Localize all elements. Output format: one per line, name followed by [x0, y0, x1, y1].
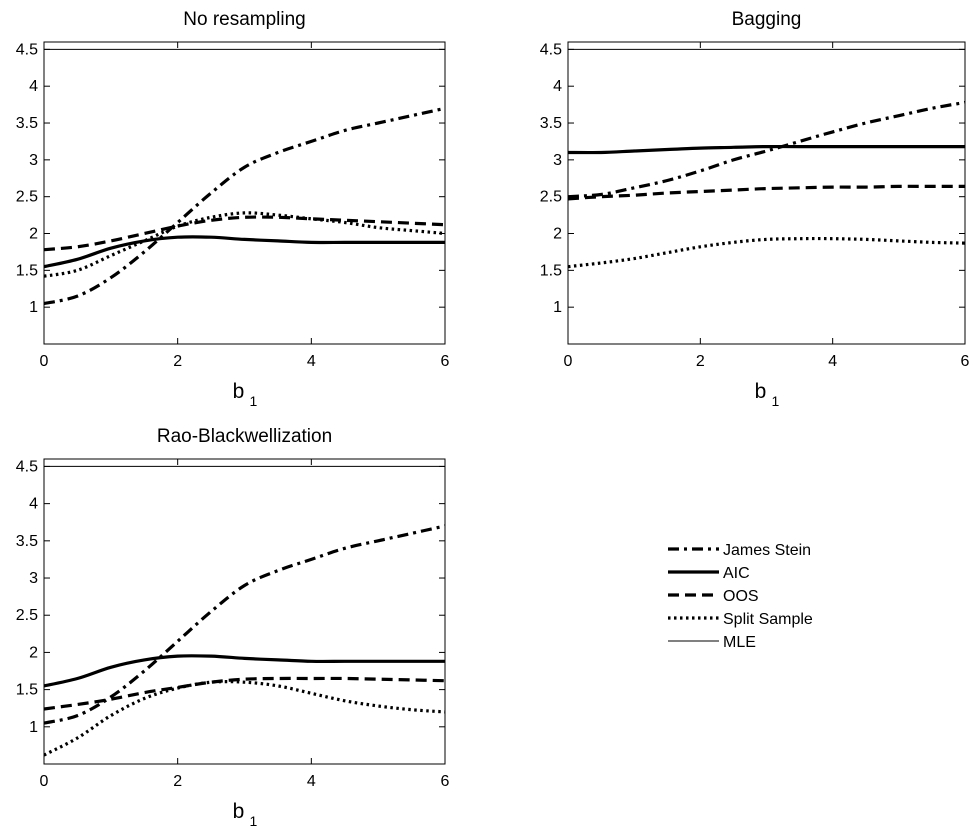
- x-axis-label: b: [233, 800, 245, 823]
- y-tick-label: 4: [29, 78, 38, 95]
- series-line-james-stein: [44, 106, 445, 306]
- series-line-split-sample: [44, 680, 445, 757]
- legend-label: MLE: [723, 634, 756, 651]
- x-tick-label: 0: [40, 773, 49, 790]
- x-tick-label: 2: [173, 353, 182, 370]
- series-line-aic: [568, 144, 965, 155]
- plot-frame: [43, 41, 446, 345]
- legend-label: AIC: [723, 565, 750, 582]
- x-axis-label: b: [755, 380, 767, 403]
- series-line-split-sample: [568, 236, 965, 269]
- x-axis-label: b: [233, 380, 245, 403]
- x-axis-label-subscript: 1: [250, 393, 258, 409]
- y-tick-label: 1.5: [16, 682, 38, 699]
- x-tick-label: 4: [828, 353, 837, 370]
- y-tick-label: 2.5: [16, 607, 38, 624]
- legend-item-split-sample: Split Sample: [668, 611, 813, 628]
- series-line-aic: [44, 654, 445, 688]
- legend-label: Split Sample: [723, 611, 813, 628]
- y-tick-label: 1: [553, 299, 562, 316]
- x-tick-label: 0: [564, 353, 573, 370]
- y-tick-label: 1: [29, 299, 38, 316]
- y-tick-label: 4.5: [16, 41, 38, 58]
- y-tick-label: 3: [29, 570, 38, 587]
- plot-frame: [567, 41, 966, 345]
- x-tick-label: 6: [441, 773, 450, 790]
- x-tick-label: 6: [961, 353, 970, 370]
- x-tick-label: 4: [307, 353, 316, 370]
- x-axis-label-subscript: 1: [772, 393, 780, 409]
- y-tick-label: 3.5: [16, 533, 38, 550]
- y-tick-label: 2.5: [540, 189, 562, 206]
- y-tick-label: 3: [29, 152, 38, 169]
- chart-panel-rao-blackwellization: Rao-Blackwellization 1 1.5 2 2.5 3 3.5 4 4.5 0 2 4 6…: [16, 426, 450, 829]
- legend-item-aic: AIC: [668, 565, 750, 582]
- series-lines: [568, 48, 965, 269]
- series-line-james-stein: [44, 524, 445, 725]
- plot-area: [44, 42, 445, 344]
- plot-frame: [43, 458, 446, 765]
- legend-item-mle: MLE: [668, 634, 756, 651]
- plot-area: [44, 459, 445, 764]
- x-tick-label: 2: [173, 773, 182, 790]
- y-tick-label: 3.5: [540, 115, 562, 132]
- legend: James Stein AIC OOS Split Sample MLE: [668, 542, 813, 651]
- plot-area: [568, 42, 965, 344]
- y-tick-label: 4: [29, 496, 38, 513]
- y-tick-label: 1: [29, 719, 38, 736]
- series-line-oos: [568, 184, 965, 201]
- series-lines: [44, 465, 445, 757]
- x-tick-label: 6: [441, 353, 450, 370]
- chart-title: Bagging: [732, 9, 802, 30]
- y-tick-label: 2: [29, 226, 38, 243]
- legend-item-oos: OOS: [668, 588, 759, 605]
- series-line-james-stein: [568, 100, 965, 199]
- x-tick-label: 4: [307, 773, 316, 790]
- legend-label: James Stein: [723, 542, 811, 559]
- y-tick-label: 3.5: [16, 115, 38, 132]
- y-tick-label: 3: [553, 152, 562, 169]
- x-tick-label: 0: [40, 353, 49, 370]
- chart-title: Rao-Blackwellization: [157, 426, 332, 447]
- series-line-split-sample: [44, 211, 445, 278]
- y-tick-label: 4.5: [16, 458, 38, 475]
- y-tick-label: 1.5: [16, 262, 38, 279]
- x-tick-label: 2: [696, 353, 705, 370]
- y-tick-label: 2: [553, 226, 562, 243]
- chart-title: No resampling: [183, 9, 306, 30]
- y-tick-label: 1.5: [540, 262, 562, 279]
- legend-label: OOS: [723, 588, 759, 605]
- x-axis-label-subscript: 1: [250, 813, 258, 829]
- y-tick-label: 4: [553, 78, 562, 95]
- y-tick-label: 2: [29, 644, 38, 661]
- legend-item-james-stein: James Stein: [668, 542, 811, 559]
- y-tick-label: 4.5: [540, 41, 562, 58]
- y-tick-label: 2.5: [16, 189, 38, 206]
- series-lines: [44, 48, 445, 306]
- series-line-aic: [44, 235, 445, 269]
